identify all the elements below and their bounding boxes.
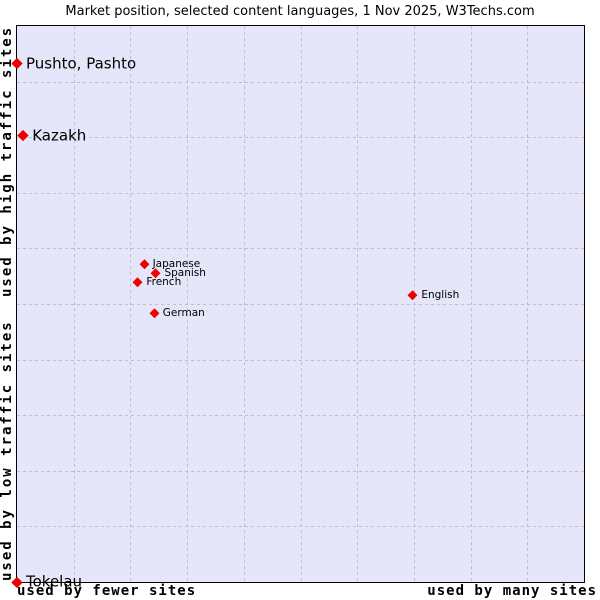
diamond-marker-icon — [407, 290, 418, 301]
x-axis-label-many-sites: used by many sites — [427, 583, 597, 599]
plot-area: Pushto, Pashto Kazakh Japanese Spanish Frenc… — [11, 25, 585, 589]
data-point-label: English — [421, 288, 460, 301]
data-point: English — [407, 288, 460, 301]
diamond-marker-icon — [17, 129, 29, 142]
data-point-label: Kazakh — [32, 126, 87, 145]
diamond-marker-icon — [139, 259, 150, 269]
data-point-label: German — [162, 306, 205, 319]
diamond-marker-icon — [149, 307, 160, 318]
data-point: Spanish — [151, 267, 206, 280]
data-point-label: French — [146, 276, 182, 289]
data-point-label: Pushto, Pashto — [26, 54, 137, 73]
data-point-label: Tokelau — [26, 572, 83, 591]
x-axis-label-fewer-sites: used by fewer sites — [17, 583, 197, 599]
data-point-label: Spanish — [164, 267, 206, 280]
data-point: Japanese — [139, 257, 201, 270]
grid-lines — [17, 26, 584, 582]
y-axis-label-low-traffic: used by low traffic sites — [0, 320, 15, 581]
chart-title: Market position, selected content langua… — [65, 4, 535, 19]
data-point: Kazakh — [17, 126, 87, 145]
data-point: French — [132, 276, 182, 289]
y-axis-label-high-traffic: used by high traffic sites — [0, 25, 15, 297]
data-point: German — [149, 306, 205, 319]
data-point: Pushto, Pashto — [11, 54, 137, 73]
data-point: Tokelau — [11, 572, 83, 591]
data-point-label: Japanese — [152, 257, 201, 270]
diamond-marker-icon — [132, 277, 143, 288]
